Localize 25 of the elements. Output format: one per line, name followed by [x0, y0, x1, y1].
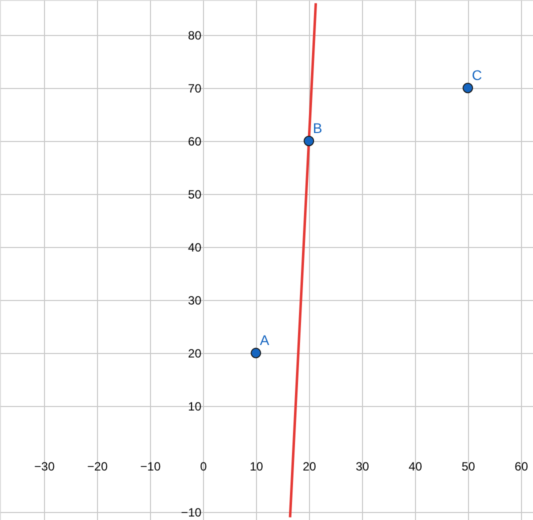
y-tick-label: 10 — [188, 400, 202, 414]
x-tick-label: 0 — [200, 460, 208, 474]
y-tick-label: 50 — [188, 188, 202, 202]
y-tick-label: −10 — [181, 506, 202, 520]
y-tick-label: 80 — [188, 28, 202, 42]
y-tick-label: 40 — [188, 240, 202, 255]
x-tick-label: 30 — [356, 460, 370, 474]
y-tick-label: 20 — [188, 346, 202, 361]
x-tick-label: 10 — [250, 460, 264, 474]
y-tick-label: 60 — [188, 134, 202, 148]
x-tick-label: −10 — [140, 460, 161, 474]
x-tick-label: 20 — [302, 460, 316, 474]
x-tick-label: −20 — [87, 460, 108, 474]
x-tick-label: 50 — [462, 460, 476, 474]
annotation: B — [312, 120, 322, 136]
point — [304, 136, 314, 146]
point — [462, 82, 474, 94]
point — [250, 348, 262, 358]
y-tick-label: 30 — [188, 294, 202, 308]
x-tick-label: −30 — [34, 460, 55, 474]
x-tick-label: 40 — [408, 460, 422, 474]
annotation: A — [260, 332, 270, 348]
y-tick-label: 70 — [188, 81, 202, 96]
x-tick-label: 60 — [514, 460, 528, 474]
annotation: C — [472, 66, 482, 83]
